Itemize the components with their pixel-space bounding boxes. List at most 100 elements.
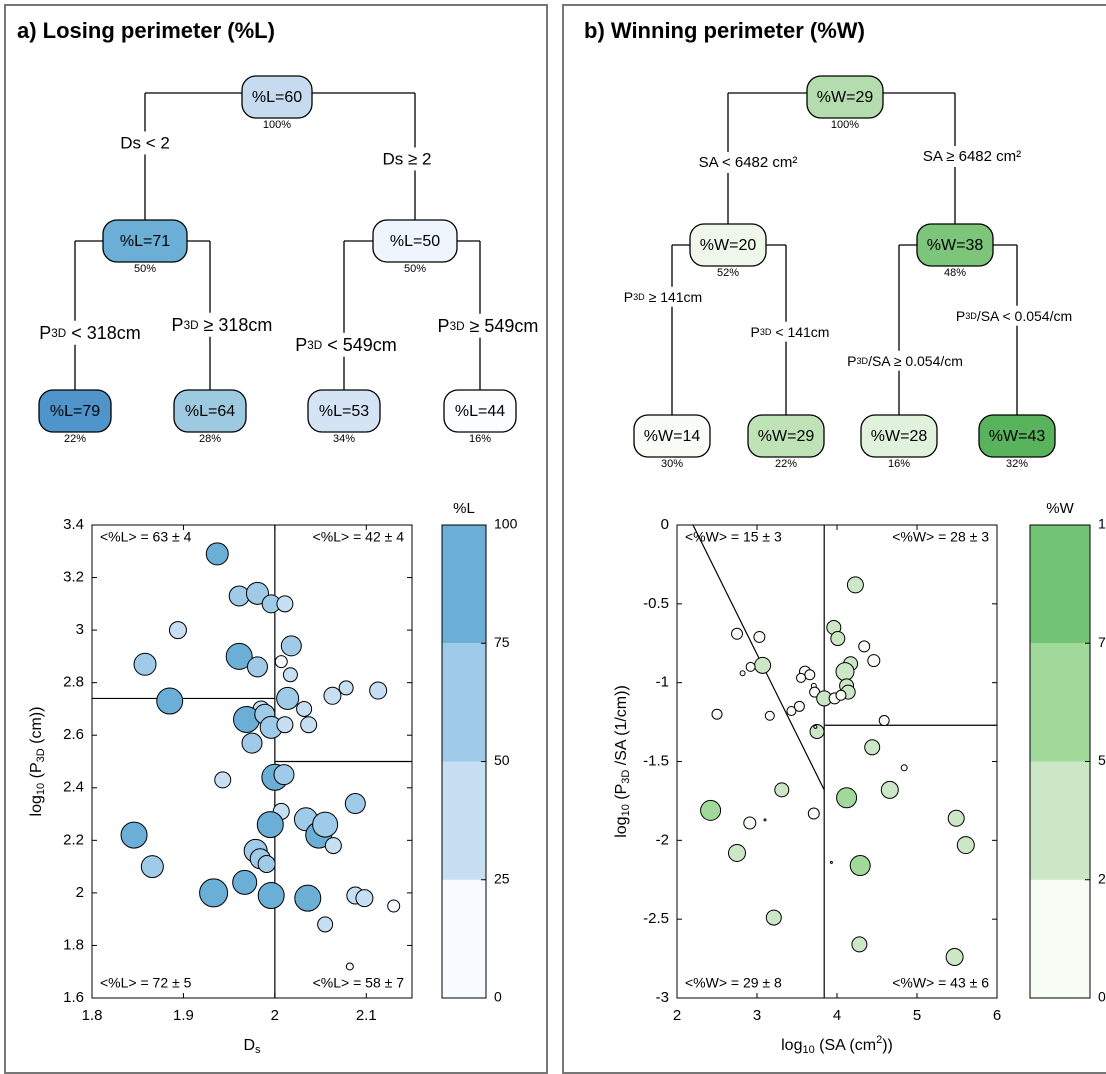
data-point (312, 811, 339, 838)
data-point (300, 716, 318, 734)
data-point (700, 799, 722, 821)
tree-leaf-node-pct: 34% (333, 433, 355, 445)
tree-leaf-node: %L=44 16% (443, 389, 517, 445)
data-point (274, 655, 288, 669)
tree-leaf-node-label: %L=53 (319, 403, 369, 420)
y-tick-label: 0 (661, 516, 669, 533)
data-point (764, 710, 775, 721)
data-point (796, 672, 806, 683)
split-label-bg (168, 312, 276, 337)
quadrant-annotation: <%L> = 58 ± 7 (313, 975, 405, 991)
y-axis-label: log10 (P3D (cm)) (28, 707, 47, 817)
colorbar-segment (442, 643, 486, 762)
x-tick-label: 2.1 (356, 1007, 377, 1024)
split-label-bg (292, 332, 400, 357)
data-point (830, 631, 846, 647)
data-point (763, 818, 767, 822)
tree-left-node-pct: 50% (134, 263, 156, 275)
data-point (851, 936, 868, 953)
tree-right-node-label: %L=50 (390, 233, 440, 250)
data-point (228, 585, 250, 607)
data-point (214, 771, 232, 789)
x-tick-label: 2 (673, 1007, 681, 1024)
colorbar-segment (1030, 525, 1090, 644)
tree-right-node: %L=50 50% (372, 219, 458, 275)
split-label: P3D ≥ 318cm (172, 315, 273, 335)
tree-root-node-box (241, 75, 313, 119)
tree-leaf-node-pct: 28% (199, 433, 221, 445)
data-point (324, 837, 342, 855)
y-tick-label: 1.8 (63, 936, 84, 953)
y-tick-label: -2 (656, 831, 669, 848)
tree-right-node-box (372, 219, 458, 263)
data-point (276, 716, 294, 734)
data-point (945, 948, 964, 967)
data-point (774, 782, 790, 798)
y-tick-label: 2.6 (63, 726, 84, 743)
colorbar-segment (1030, 761, 1090, 880)
data-point (345, 962, 354, 971)
data-point (754, 656, 772, 674)
scatter-plot: 1.8 1.9 2 2.11.61.822.22.42.62.833.23.4<%L>… (28, 500, 517, 1056)
colorbar-tick-label: 75 (1098, 634, 1106, 650)
tree-left-node-label: %W=20 (700, 237, 757, 254)
tree-left-node-pct: 52% (717, 267, 739, 279)
data-point (765, 909, 782, 926)
colorbar-segment (1030, 879, 1090, 998)
tree-left-node-box (102, 219, 188, 263)
tree-leaf-node-pct: 22% (64, 433, 86, 445)
data-point (743, 816, 757, 830)
split-label-bg (117, 131, 173, 155)
data-point (338, 680, 354, 696)
quadrant-annotation: <%L> = 63 ± 4 (100, 529, 192, 545)
data-point (387, 899, 401, 913)
y-tick-label: 2 (76, 884, 84, 901)
tree-leaf-node: %W=43 32% (978, 414, 1056, 470)
split-label-bg (919, 145, 1025, 167)
tree-leaf-node-label: %W=28 (871, 428, 928, 445)
y-tick-label: 2.2 (63, 831, 84, 848)
data-point (168, 621, 187, 640)
tree-right-node: %W=38 48% (916, 223, 994, 279)
tree-leaf-node-label: %L=44 (455, 403, 505, 420)
tree-right-node-pct: 48% (944, 267, 966, 279)
data-point (232, 869, 258, 895)
split-label-bg (434, 313, 542, 338)
data-point (225, 642, 253, 670)
tree-leaf-node-box (38, 389, 112, 433)
tree-leaf-node-box (860, 414, 938, 458)
quadrant-annotation: <%W> = 29 ± 8 (685, 975, 782, 991)
tree-leaf-node-label: %W=29 (758, 428, 815, 445)
colorbar-tick-label: 50 (1098, 752, 1106, 768)
y-tick-label: -1 (656, 674, 669, 691)
data-point (864, 739, 881, 756)
split-label: P3D/SA ≥ 0.054/cm (847, 353, 963, 369)
tree-leaf-node: %L=53 34% (307, 389, 381, 445)
data-point (880, 780, 899, 799)
data-point (846, 576, 864, 594)
data-point (205, 542, 229, 566)
data-point (156, 687, 184, 715)
data-point (276, 595, 294, 613)
colorbar-tick-label: 100 (1098, 516, 1106, 532)
y-tick-label: -2.5 (643, 910, 669, 927)
tree-root-node: %L=60 100% (241, 75, 313, 131)
data-point (858, 640, 871, 653)
split-label-bg (952, 305, 1076, 326)
tree-leaf-node-box (443, 389, 517, 433)
data-point (140, 855, 164, 879)
data-point (835, 689, 847, 701)
split-line (692, 524, 825, 791)
tree-left-node-label: %L=71 (120, 233, 170, 250)
data-point (276, 686, 300, 710)
y-axis-label: log10 (P3D /SA (1/cm)) (613, 685, 632, 838)
panel-b-title: b) Winning perimeter (%W) (584, 18, 865, 43)
data-point (199, 878, 229, 908)
x-tick-label: 1.8 (82, 1007, 103, 1024)
colorbar-tick-label: 0 (1098, 989, 1106, 1005)
tree-leaf-node: %W=29 22% (747, 414, 825, 470)
data-point (241, 732, 263, 754)
split-label-bg (36, 320, 144, 345)
x-axis-label: log10 (SA (cm2)) (781, 1034, 893, 1056)
tree-root-node-pct: 100% (831, 119, 859, 131)
